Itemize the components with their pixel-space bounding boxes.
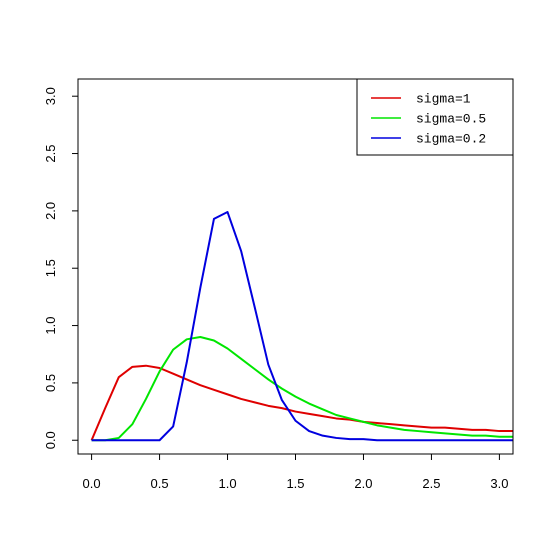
x-tick-label: 2.0 <box>354 476 372 491</box>
series-line-1 <box>90 364 513 441</box>
legend-label: sigma=0.2 <box>416 132 486 147</box>
y-axis: 0.0 0.5 1.0 1.5 2.0 2.5 3.0 <box>43 87 79 449</box>
y-tick-label: 0.0 <box>43 431 58 449</box>
y-tick-label: 0.5 <box>43 374 58 392</box>
legend-label: sigma=0.5 <box>416 112 486 127</box>
x-tick-label: 3.0 <box>490 476 508 491</box>
x-tick-label: 0.5 <box>151 476 169 491</box>
y-tick-label: 1.5 <box>43 259 58 277</box>
plot-frame <box>77 78 514 455</box>
legend: sigma=1 sigma=0.5 sigma=0.2 <box>356 78 514 156</box>
x-tick-label: 0.0 <box>83 476 101 491</box>
x-tick-label: 1.0 <box>218 476 236 491</box>
y-tick-label: 2.0 <box>43 202 58 220</box>
x-tick-label: 2.5 <box>422 476 440 491</box>
series-lines <box>90 211 513 442</box>
x-axis: 0.0 0.5 1.0 1.5 2.0 2.5 3.0 <box>83 453 508 491</box>
series-line-2 <box>91 336 513 442</box>
y-tick-label: 2.5 <box>43 145 58 163</box>
y-tick-label: 1.0 <box>43 317 58 335</box>
y-tick-label: 3.0 <box>43 87 58 105</box>
legend-label: sigma=1 <box>416 92 471 107</box>
legend-box <box>356 78 514 156</box>
series-line-3 <box>91 211 513 442</box>
x-tick-label: 1.5 <box>286 476 304 491</box>
